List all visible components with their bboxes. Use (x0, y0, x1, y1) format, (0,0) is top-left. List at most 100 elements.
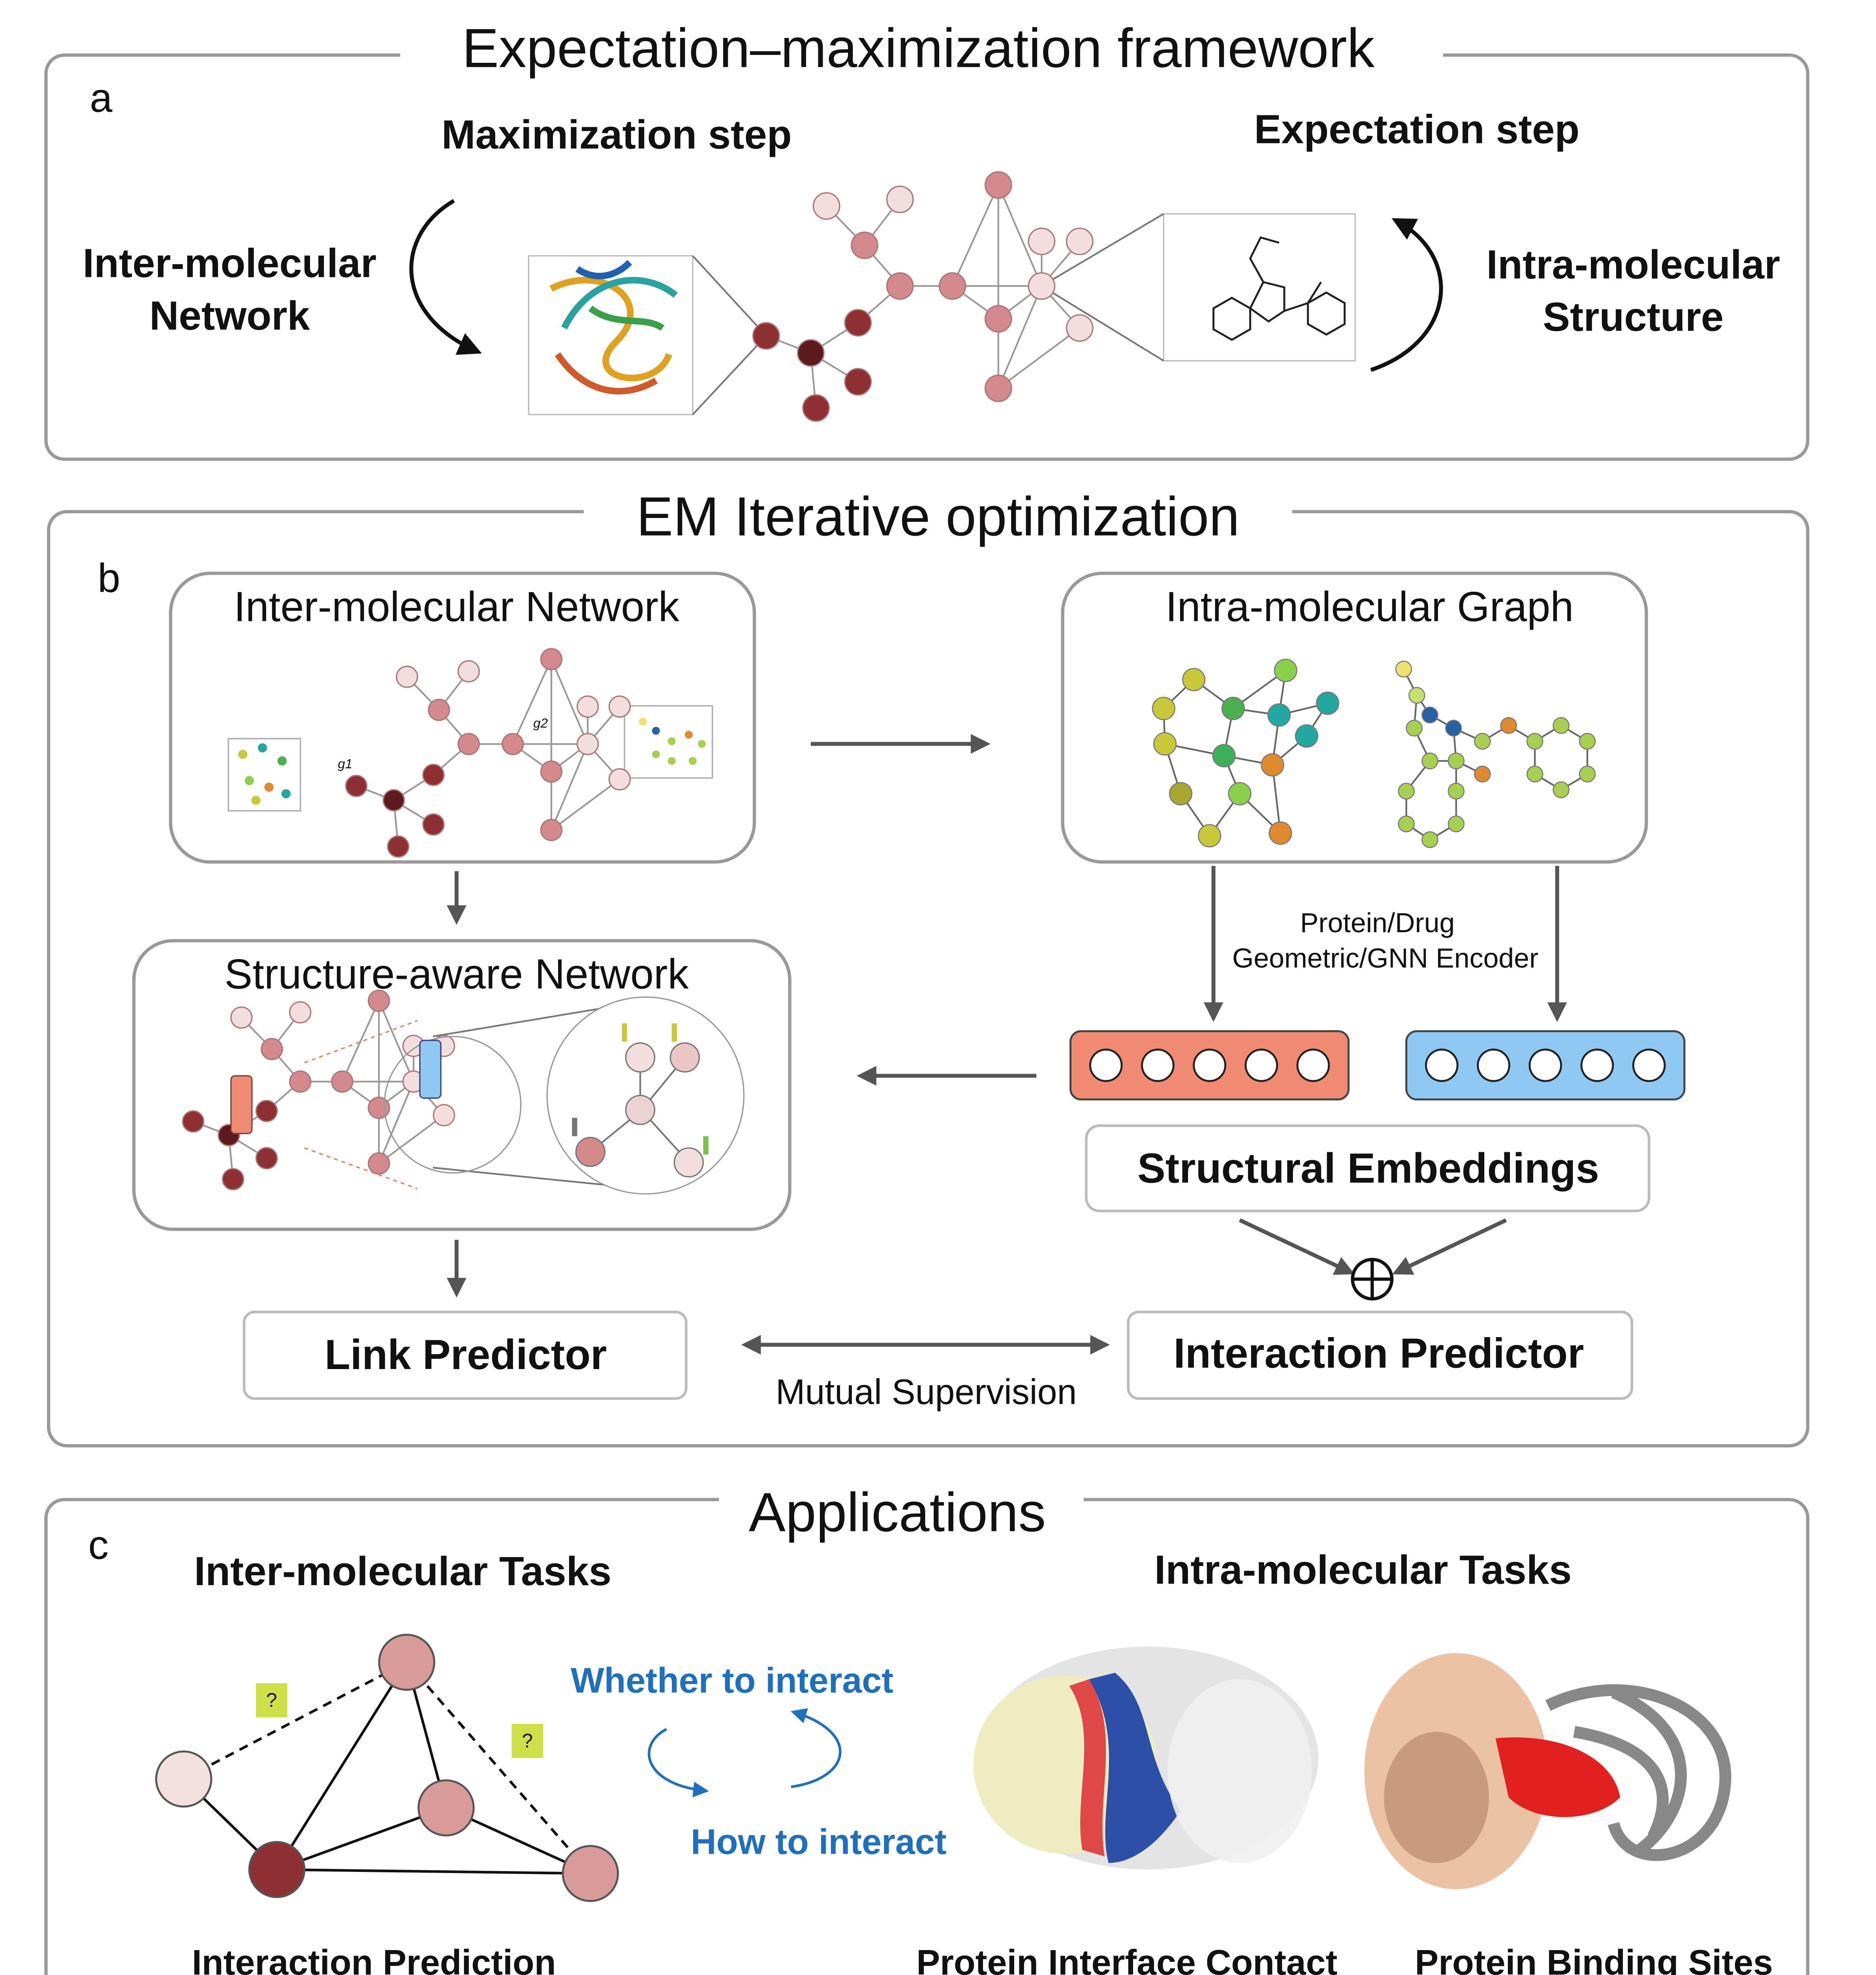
atom (1579, 733, 1596, 750)
node (255, 1147, 278, 1170)
atom (1228, 782, 1252, 806)
node (540, 760, 563, 783)
node (797, 339, 825, 367)
mini-node (688, 757, 697, 765)
embeddings-box (1085, 1124, 1650, 1213)
atom (1447, 815, 1465, 833)
mutual-label: Mutual Supervision (776, 1372, 1077, 1412)
embedding-unit (1089, 1048, 1123, 1082)
node (396, 666, 418, 688)
edge (997, 286, 1043, 389)
node (1028, 272, 1056, 300)
edge (550, 743, 589, 831)
embedding-unit (1632, 1048, 1666, 1082)
embedding-unit (1193, 1048, 1226, 1082)
mini-node (264, 782, 274, 792)
node (752, 322, 780, 350)
mini-node (667, 757, 676, 765)
mini-node (281, 789, 291, 799)
node (457, 733, 480, 755)
encoder-label: Geometric/GNN Encoder (1232, 943, 1538, 974)
title-gap (584, 496, 1292, 528)
side-label: Inter-molecular (83, 240, 377, 286)
side-label: Intra-molecular (1486, 242, 1780, 287)
embedding-unit (1425, 1048, 1459, 1082)
network (182, 989, 455, 1191)
atom (1474, 733, 1491, 750)
graph-label: g1 (338, 757, 352, 771)
mini-node (251, 796, 261, 805)
node (428, 698, 450, 721)
task-heading: Inter-molecular Tasks (194, 1548, 612, 1594)
edge (512, 658, 552, 745)
node (230, 1006, 253, 1029)
cycle-label: How to interact (691, 1823, 947, 1862)
node (1066, 228, 1094, 256)
atom (1408, 687, 1425, 704)
binding-surface (1364, 1653, 1731, 1889)
node (382, 789, 405, 812)
atom (1500, 717, 1517, 734)
atom (1526, 733, 1543, 750)
atom (1212, 744, 1236, 767)
encoder-label: Protein/Drug (1300, 907, 1455, 938)
node (368, 989, 390, 1012)
node (608, 695, 631, 718)
zoom-line (1041, 285, 1164, 362)
link-predictor-box (242, 1311, 688, 1400)
node (812, 192, 840, 220)
edge (997, 184, 1043, 286)
mini-node (652, 727, 660, 735)
atom (1274, 658, 1297, 682)
task-heading: Intra-molecular Tasks (1154, 1547, 1572, 1593)
question-tag (511, 1724, 543, 1758)
network (345, 648, 631, 858)
zoom-line (692, 335, 767, 416)
side-label: Network (149, 293, 310, 338)
mini-node (639, 717, 647, 726)
molecule-sketch (1212, 236, 1346, 341)
panel-label: b (98, 555, 120, 601)
mini-node (698, 740, 706, 748)
graph-label: g2 (533, 716, 548, 731)
embeddings-label: Structural Embeddings (1137, 1145, 1599, 1192)
interaction-predictor: Interaction Predictor (1173, 1330, 1584, 1377)
atom (1579, 766, 1596, 782)
cycle-label: Whether to interact (571, 1661, 893, 1700)
atom (1316, 691, 1340, 715)
edge (550, 658, 589, 745)
node (331, 1070, 353, 1093)
node (984, 374, 1012, 403)
node (432, 1104, 455, 1127)
atom (1395, 660, 1412, 678)
panel-label: c (88, 1522, 109, 1567)
node (886, 272, 914, 300)
atom (1267, 703, 1291, 727)
atom (1421, 831, 1438, 848)
atom (1526, 766, 1543, 782)
atom (1261, 753, 1284, 777)
cycle-arrow (648, 1728, 709, 1798)
node (576, 695, 599, 718)
atom (1553, 781, 1570, 798)
box-title: Inter-molecular Network (234, 583, 680, 630)
embedding-unit (1296, 1048, 1330, 1082)
node (1028, 228, 1056, 256)
network (752, 171, 1094, 422)
node (576, 733, 599, 755)
cycle-arrow (409, 199, 482, 355)
node (387, 835, 410, 858)
node (222, 1168, 244, 1191)
zoom-line (692, 255, 767, 337)
atom (1169, 782, 1193, 806)
node (844, 368, 872, 396)
intra-graph-box (1061, 572, 1648, 864)
cycle-arrow (791, 1708, 842, 1789)
atom (1295, 724, 1318, 748)
atom (1447, 752, 1465, 769)
node (289, 1070, 312, 1093)
panel-label: a (90, 75, 113, 120)
molecule-image (1163, 213, 1356, 362)
edge (998, 327, 1081, 389)
node (608, 768, 631, 791)
